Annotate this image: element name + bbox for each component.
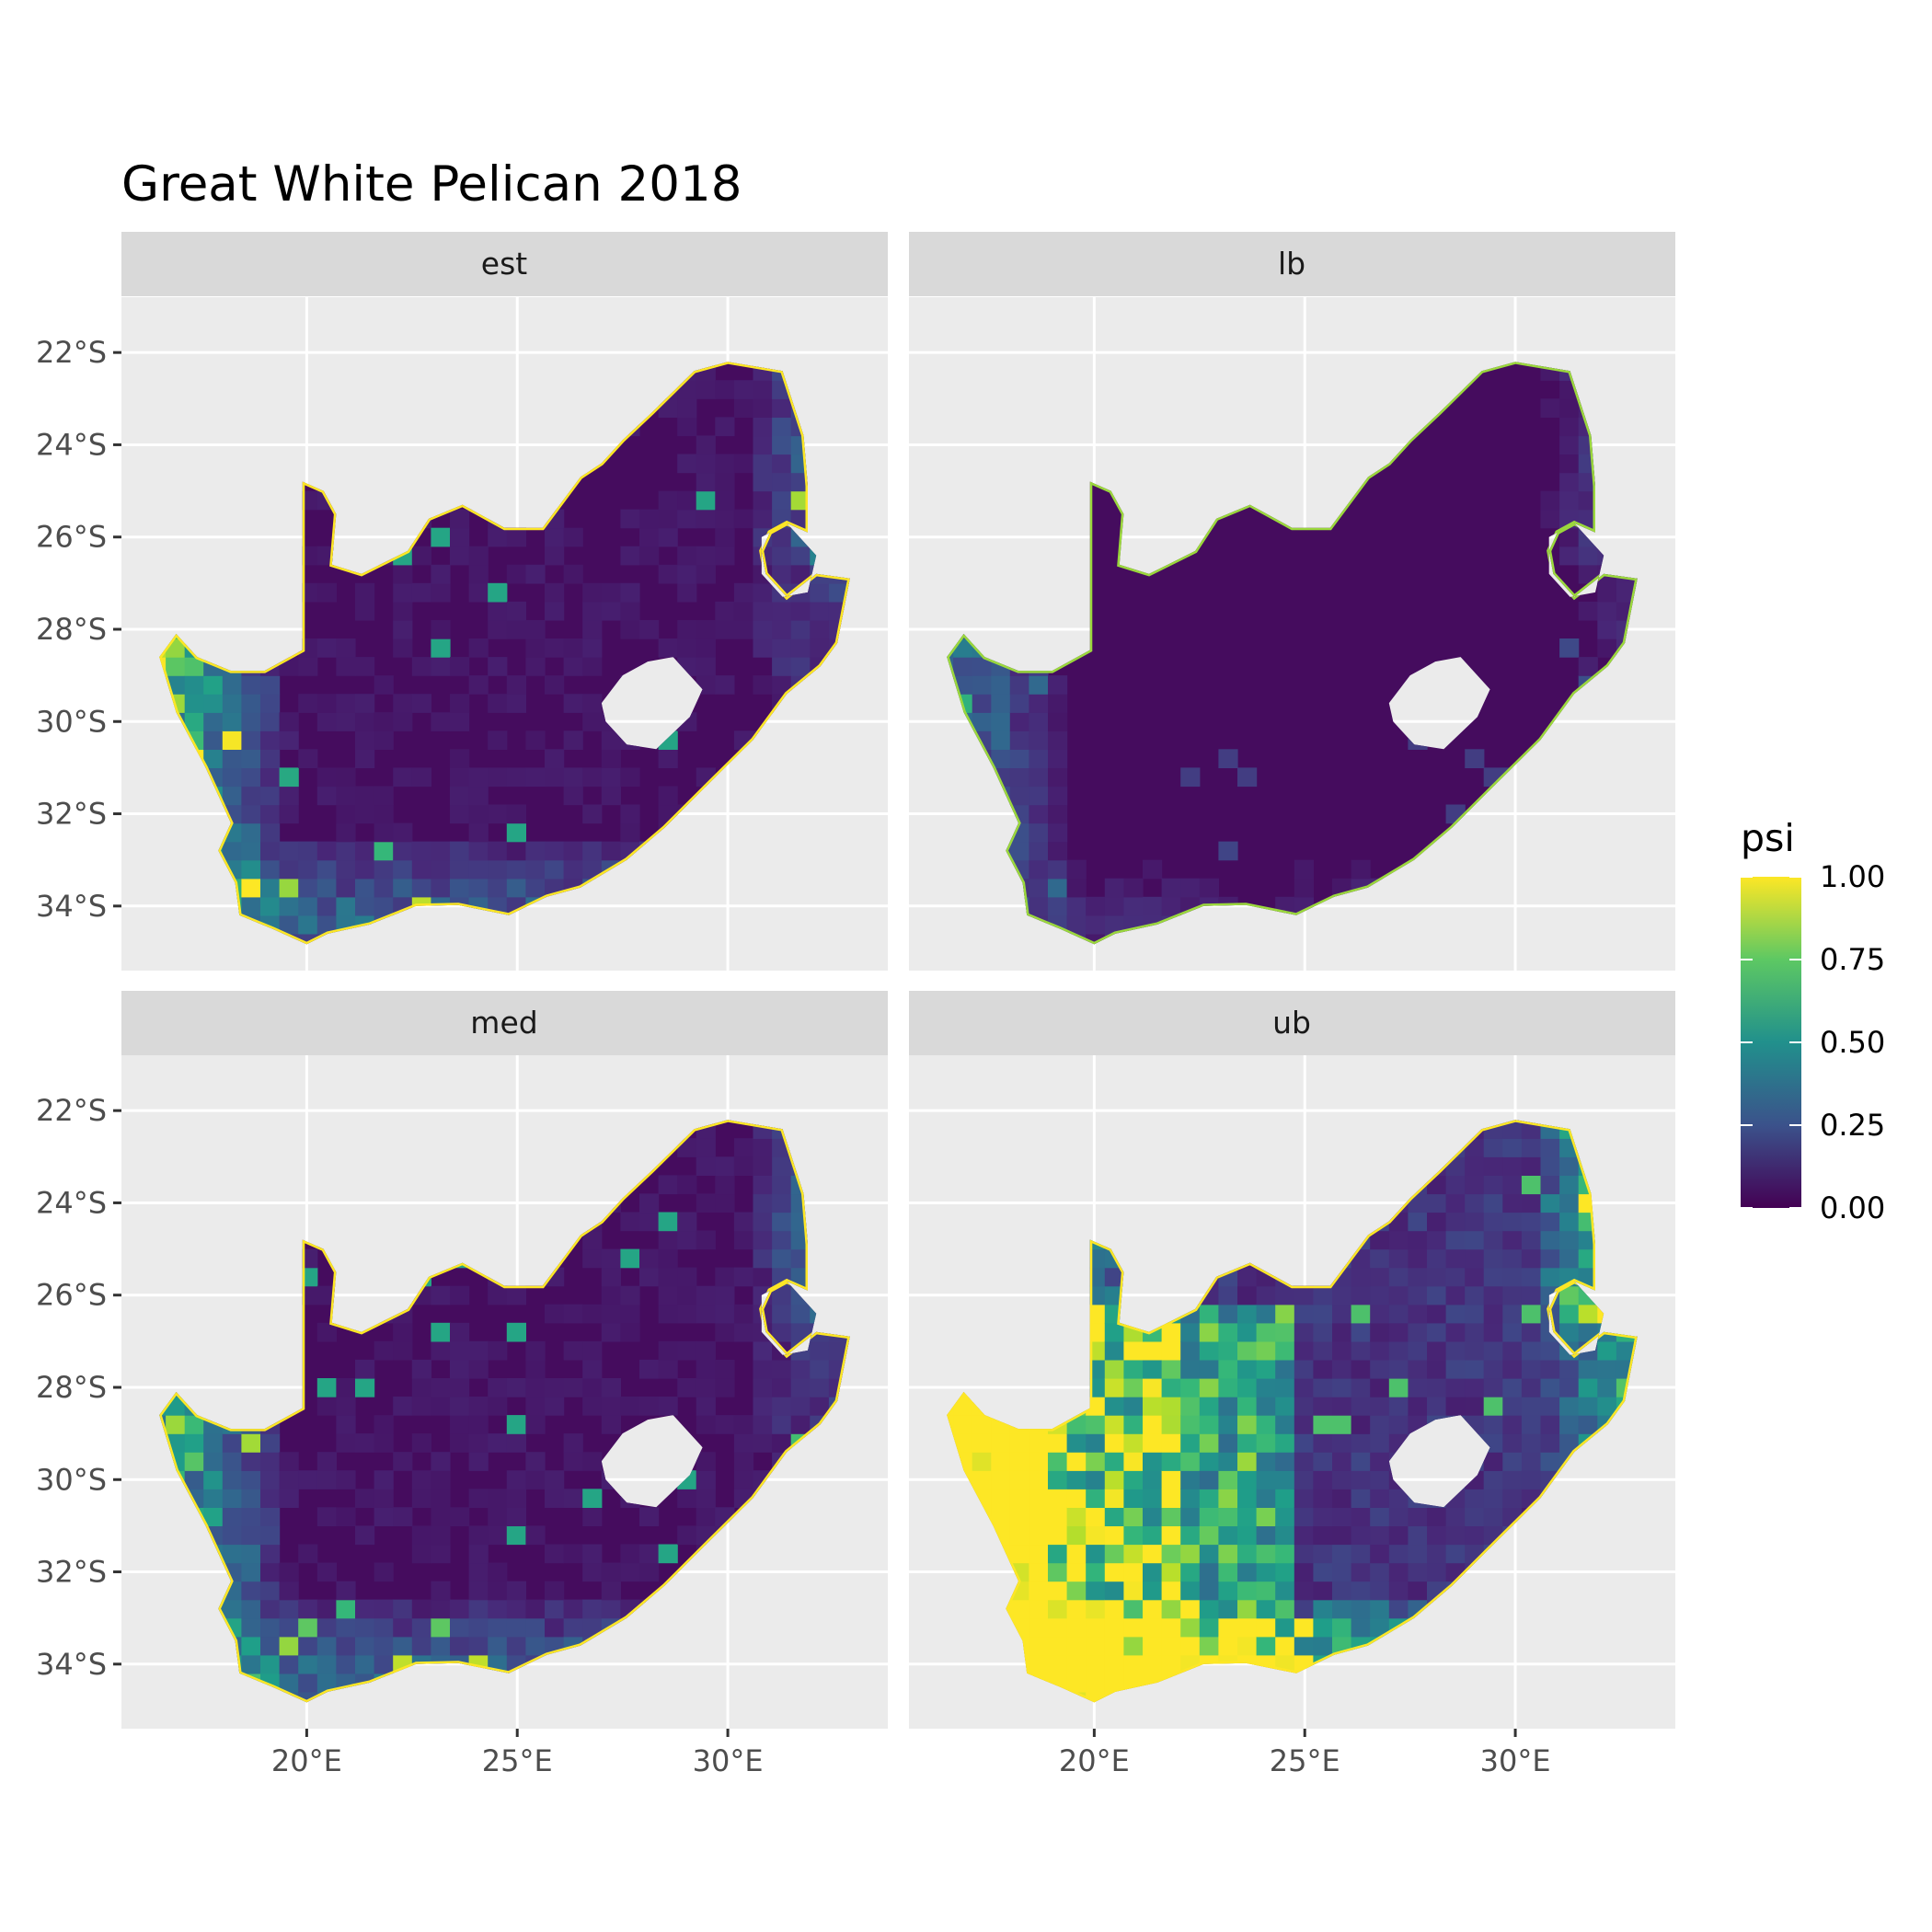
facet-panel-est: est <box>121 232 888 971</box>
legend-break-label: 0.25 <box>1820 1108 1885 1143</box>
x-tick-label: 20°E <box>271 1743 342 1778</box>
y-tick-label: 24°S <box>36 427 107 462</box>
colorbar-legend: psi 0.00 0.25 0.50 0.75 1.00 <box>1741 816 1885 1225</box>
y-tick-label: 28°S <box>36 1370 107 1405</box>
legend-title: psi <box>1741 816 1795 860</box>
legend-break-label: 0.00 <box>1820 1190 1885 1225</box>
y-tick-label: 26°S <box>36 520 107 555</box>
legend-break-label: 0.50 <box>1820 1025 1885 1060</box>
x-tick-label: 25°E <box>1270 1743 1340 1778</box>
y-tick-label: 30°S <box>36 1462 107 1497</box>
y-tick-label: 34°S <box>36 1647 107 1682</box>
facet-strip <box>909 232 1675 296</box>
y-tick-label: 30°S <box>36 704 107 739</box>
coastline <box>947 362 1638 945</box>
axes: 22°S 24°S 26°S 28°S 30°S 32°S 34°S 22°S 24°S 26°S… <box>36 335 1551 1778</box>
y-tick-label: 22°S <box>36 1093 107 1128</box>
facet-strip-label: est <box>481 246 527 282</box>
chart-title: Great White Pelican 2018 <box>121 156 742 213</box>
legend-break-label: 1.00 <box>1820 859 1885 894</box>
facet-panel-med: med <box>121 991 888 1729</box>
facet-strip-label: ub <box>1272 1005 1311 1041</box>
x-tick-label: 20°E <box>1059 1743 1130 1778</box>
y-tick-label: 22°S <box>36 335 107 370</box>
coastline <box>159 362 850 945</box>
facet-strip <box>121 991 888 1055</box>
x-tick-label: 25°E <box>482 1743 553 1778</box>
x-tick-label: 30°E <box>1480 1743 1551 1778</box>
y-tick-label: 34°S <box>36 889 107 924</box>
facet-strip <box>909 991 1675 1055</box>
facet-strip-label: med <box>470 1005 537 1041</box>
x-tick-label: 30°E <box>693 1743 764 1778</box>
y-tick-label: 24°S <box>36 1185 107 1220</box>
y-tick-label: 32°S <box>36 1555 107 1590</box>
legend-ticks: 0.00 0.25 0.50 0.75 1.00 <box>1741 859 1885 1225</box>
y-tick-label: 28°S <box>36 612 107 647</box>
facet-strip <box>121 232 888 296</box>
facet-panel-lb: lb <box>909 232 1675 971</box>
y-tick-label: 26°S <box>36 1278 107 1313</box>
y-tick-label: 32°S <box>36 797 107 832</box>
legend-break-label: 0.75 <box>1820 942 1885 977</box>
facet-panel-ub: ub <box>909 991 1675 1729</box>
facet-strip-label: lb <box>1278 246 1305 282</box>
